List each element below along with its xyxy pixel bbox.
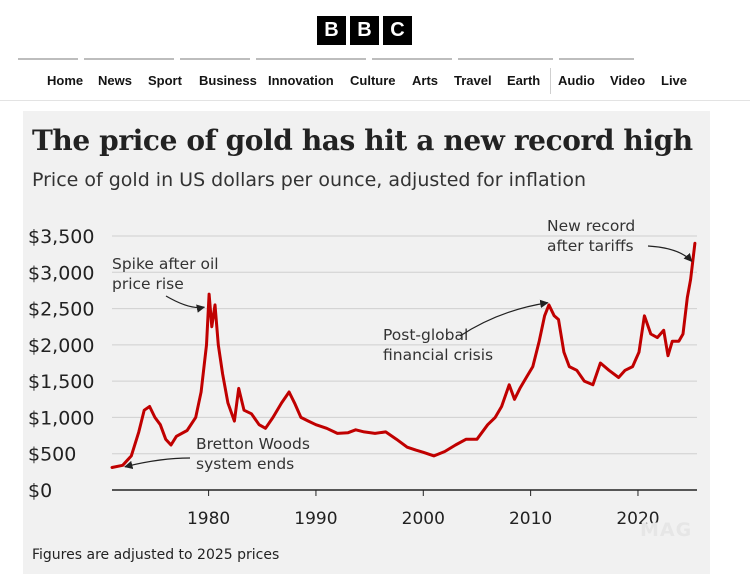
annotation-label: New record after tariffs [547, 217, 635, 255]
y-tick-label: $0 [28, 480, 52, 502]
nav-video[interactable]: Video [610, 73, 646, 88]
y-tick-label: $2,500 [28, 299, 94, 321]
chart-footnote: Figures are adjusted to 2025 prices [32, 547, 280, 563]
y-tick-label: $1,500 [28, 371, 94, 393]
x-tick-label: 2020 [616, 509, 659, 529]
logo-letter: B [317, 16, 346, 45]
annotation-arrow [459, 299, 549, 337]
chart-card [23, 111, 710, 574]
annotation-arrow [124, 457, 191, 470]
bbc-logo[interactable]: B B C [317, 16, 412, 45]
x-tick-label: 2000 [402, 509, 445, 529]
nav-innovation[interactable]: Innovation [268, 73, 334, 88]
main-navigation: Home News Sport Business Innovation Cult… [0, 62, 750, 101]
top-bar: B B C [0, 0, 750, 60]
nav-business[interactable]: Business [199, 73, 257, 88]
nav-home[interactable]: Home [47, 73, 84, 88]
nav-audio[interactable]: Audio [558, 73, 595, 88]
nav-earth[interactable]: Earth [507, 73, 541, 88]
logo-letter: C [383, 16, 412, 45]
y-tick-label: $3,500 [28, 226, 94, 248]
annotation-label: Bretton Woods system ends [196, 435, 310, 473]
nav-travel[interactable]: Travel [454, 73, 492, 88]
series-line [110, 241, 697, 469]
cropped-ticker-strip [18, 58, 718, 61]
chart-subtitle: Price of gold in US dollars per ounce, a… [32, 169, 586, 191]
watermark-text: MAG [640, 519, 693, 541]
nav-live[interactable]: Live [661, 73, 688, 88]
nav-sport[interactable]: Sport [148, 73, 182, 88]
annotation-arrow [165, 295, 206, 313]
nav-arts[interactable]: Arts [412, 73, 439, 88]
y-tick-label: $500 [28, 444, 76, 466]
y-tick-label: $2,000 [28, 335, 94, 357]
y-tick-label: $3,000 [28, 262, 94, 284]
x-tick-label: 1990 [294, 509, 337, 529]
annotation-label: Spike after oil price rise [112, 255, 219, 293]
x-tick-label: 2010 [509, 509, 552, 529]
x-tick-label: 1980 [187, 509, 230, 529]
nav-divider [550, 68, 551, 94]
y-tick-label: $1,000 [28, 407, 94, 429]
chart-title: The price of gold has hit a new record h… [32, 124, 693, 157]
annotation-arrow [647, 245, 693, 263]
logo-letter: B [350, 16, 379, 45]
annotation-label: Post-global financial crisis [383, 326, 493, 364]
nav-culture[interactable]: Culture [350, 73, 396, 88]
nav-news[interactable]: News [98, 73, 132, 88]
